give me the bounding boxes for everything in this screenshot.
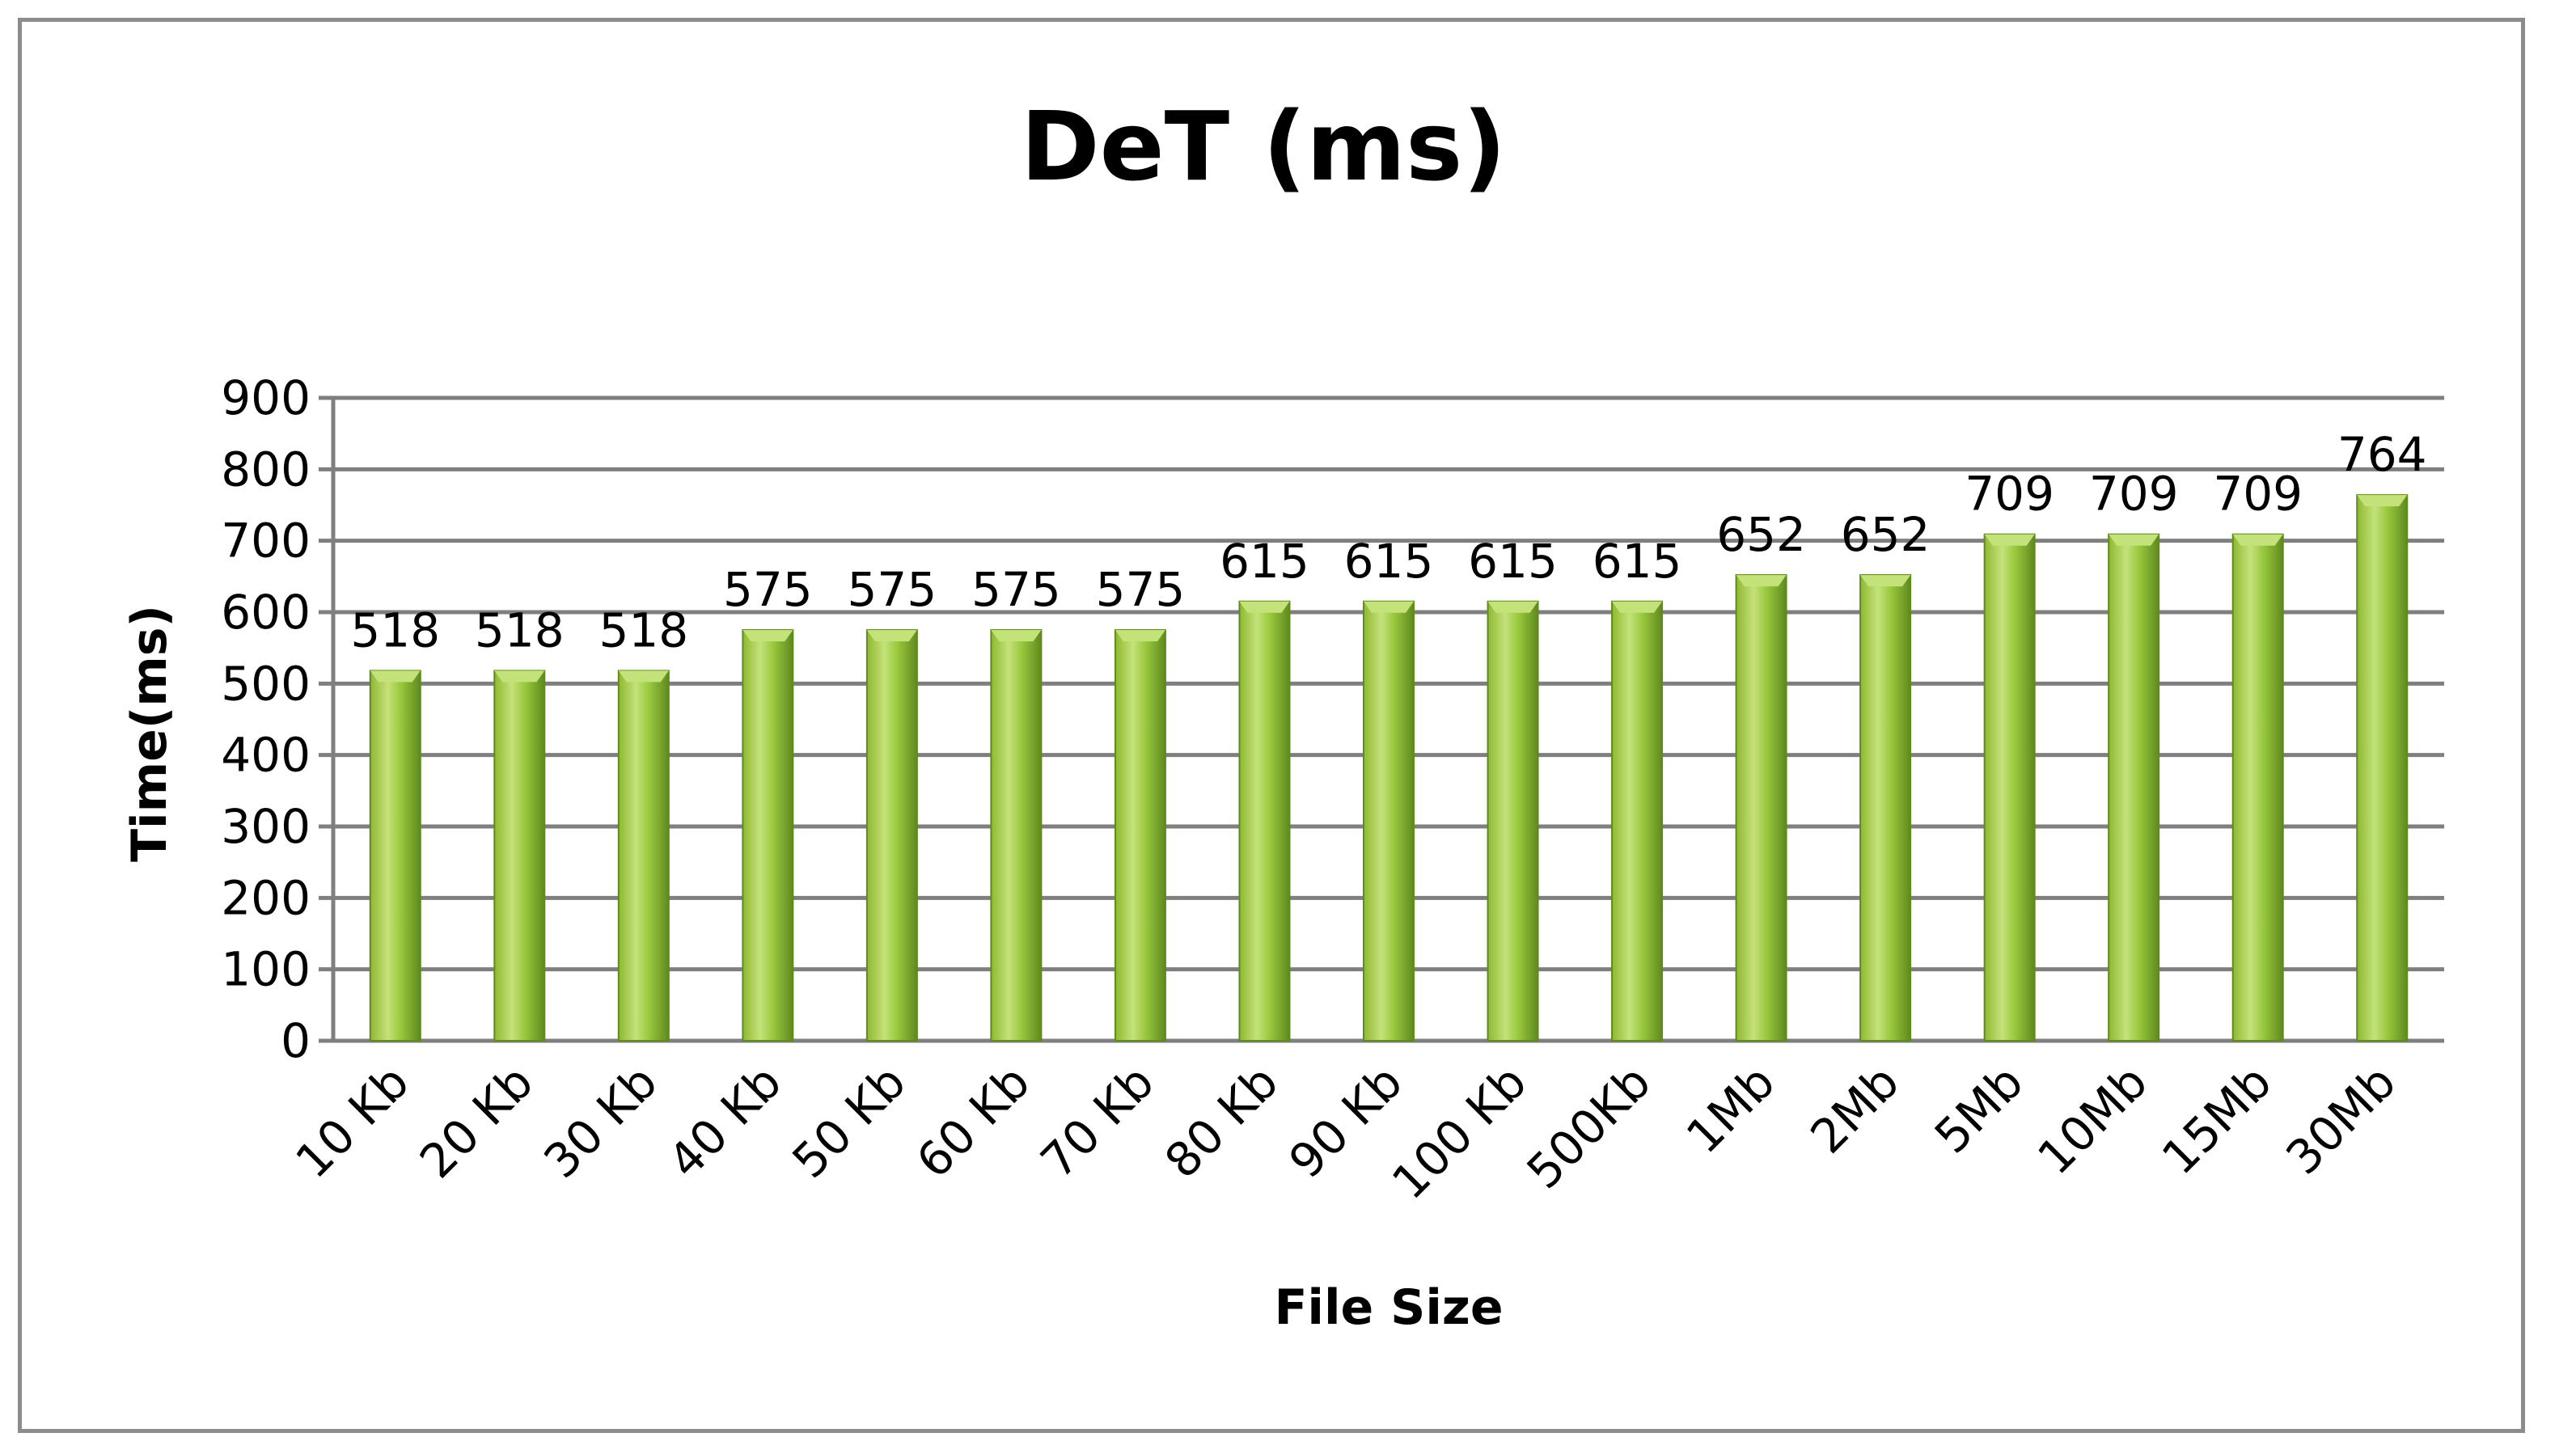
y-tick-label: 300 xyxy=(221,799,311,854)
y-axis-tick-labels: 0 100 200 300 400 500 600 700 800 900 xyxy=(221,370,311,1068)
x-tick-label: 500Kb xyxy=(1516,1055,1661,1199)
bar xyxy=(742,629,794,1042)
x-tick-label: 40 Kb xyxy=(658,1055,792,1189)
x-tick-label: 30 Kb xyxy=(533,1055,667,1189)
x-tick-label: 10Mb xyxy=(2027,1055,2158,1186)
data-label: 575 xyxy=(1096,562,1186,617)
y-tick-label: 200 xyxy=(221,870,311,925)
y-tick-label: 500 xyxy=(221,656,311,711)
bars xyxy=(369,494,2409,1042)
bar-top-cap xyxy=(1736,575,1787,587)
x-tick-label: 5Mb xyxy=(1924,1055,2034,1164)
data-label: 615 xyxy=(1344,534,1434,589)
bar-top-cap xyxy=(1364,601,1414,613)
data-label: 709 xyxy=(1965,467,2054,522)
bar-top-cap xyxy=(991,630,1042,642)
bar xyxy=(865,629,918,1042)
data-label: 575 xyxy=(848,562,937,617)
data-label: 615 xyxy=(1593,534,1682,589)
bar xyxy=(1983,533,2036,1042)
chart-svg: DeT (ms) 0 100 200 300 400 500 600 700 800 900 51… xyxy=(121,91,2444,1336)
x-tick-label: 100 Kb xyxy=(1381,1055,1537,1210)
data-label: 709 xyxy=(2213,467,2303,522)
y-tick-label: 400 xyxy=(221,728,311,783)
x-tick-label: 15Mb xyxy=(2151,1055,2282,1186)
bar-top-cap xyxy=(1860,575,1911,587)
bar xyxy=(2108,533,2160,1042)
bar-top-cap xyxy=(742,630,793,642)
bar-top-cap xyxy=(2232,534,2283,546)
bar xyxy=(1487,600,1539,1042)
x-tick-label: 10 Kb xyxy=(285,1055,419,1189)
bar xyxy=(2356,494,2409,1042)
x-tick-label: 80 Kb xyxy=(1154,1055,1288,1189)
y-axis-title: Time(ms) xyxy=(121,605,178,862)
x-tick-label: 50 Kb xyxy=(782,1055,916,1189)
bar-top-cap xyxy=(2357,495,2408,507)
data-label: 575 xyxy=(723,562,813,617)
data-label: 652 xyxy=(1841,507,1931,562)
bar-top-cap xyxy=(2109,534,2159,546)
bar-top-cap xyxy=(1115,630,1165,642)
bar xyxy=(1611,600,1664,1042)
bar-top-cap xyxy=(866,630,917,642)
y-tick-label: 900 xyxy=(221,370,311,425)
bar-top-cap xyxy=(494,670,545,683)
y-tick-label: 700 xyxy=(221,514,311,568)
x-tick-label: 20 Kb xyxy=(409,1055,544,1189)
data-label: 764 xyxy=(2337,427,2427,482)
chart-frame: DeT (ms) 0 100 200 300 400 500 600 700 800 900 51… xyxy=(18,18,2525,1433)
chart-title: DeT (ms) xyxy=(1021,91,1507,202)
x-tick-label: 60 Kb xyxy=(906,1055,1040,1189)
data-label: 615 xyxy=(1468,534,1558,589)
bar xyxy=(369,670,421,1042)
bar-top-cap xyxy=(618,670,669,683)
bar xyxy=(1859,574,1912,1042)
bar xyxy=(617,670,670,1042)
bar xyxy=(1238,600,1291,1042)
y-tick-label: 100 xyxy=(221,942,311,997)
y-tick-label: 0 xyxy=(281,1013,311,1068)
x-tick-label: 30Mb xyxy=(2275,1055,2406,1186)
bar xyxy=(990,629,1043,1042)
x-tick-label: 1Mb xyxy=(1676,1055,1786,1164)
bar-top-cap xyxy=(1984,534,2035,546)
x-axis-title: File Size xyxy=(1274,1279,1503,1336)
y-tick-label: 800 xyxy=(221,442,311,497)
bar xyxy=(1735,574,1787,1042)
x-tick-label: 70 Kb xyxy=(1030,1055,1165,1189)
bar xyxy=(2231,533,2284,1042)
data-label: 615 xyxy=(1220,534,1309,589)
data-label: 575 xyxy=(971,562,1061,617)
x-tick-label: 2Mb xyxy=(1800,1055,1910,1164)
data-label: 518 xyxy=(350,602,440,657)
data-label: 709 xyxy=(2089,467,2179,522)
bar xyxy=(493,670,546,1042)
bar-top-cap xyxy=(1487,601,1538,613)
bar-top-cap xyxy=(1239,601,1290,613)
bar xyxy=(1114,629,1166,1042)
y-tick-label: 600 xyxy=(221,585,311,640)
bar-top-cap xyxy=(370,670,421,683)
data-label: 652 xyxy=(1716,507,1806,562)
bar xyxy=(1363,600,1415,1042)
data-label: 518 xyxy=(475,602,565,657)
data-labels: 518 518 518 575 575 575 575 615 615 615 615 652 652 7… xyxy=(350,427,2426,657)
data-label: 518 xyxy=(599,602,688,657)
bar-top-cap xyxy=(1612,601,1663,613)
